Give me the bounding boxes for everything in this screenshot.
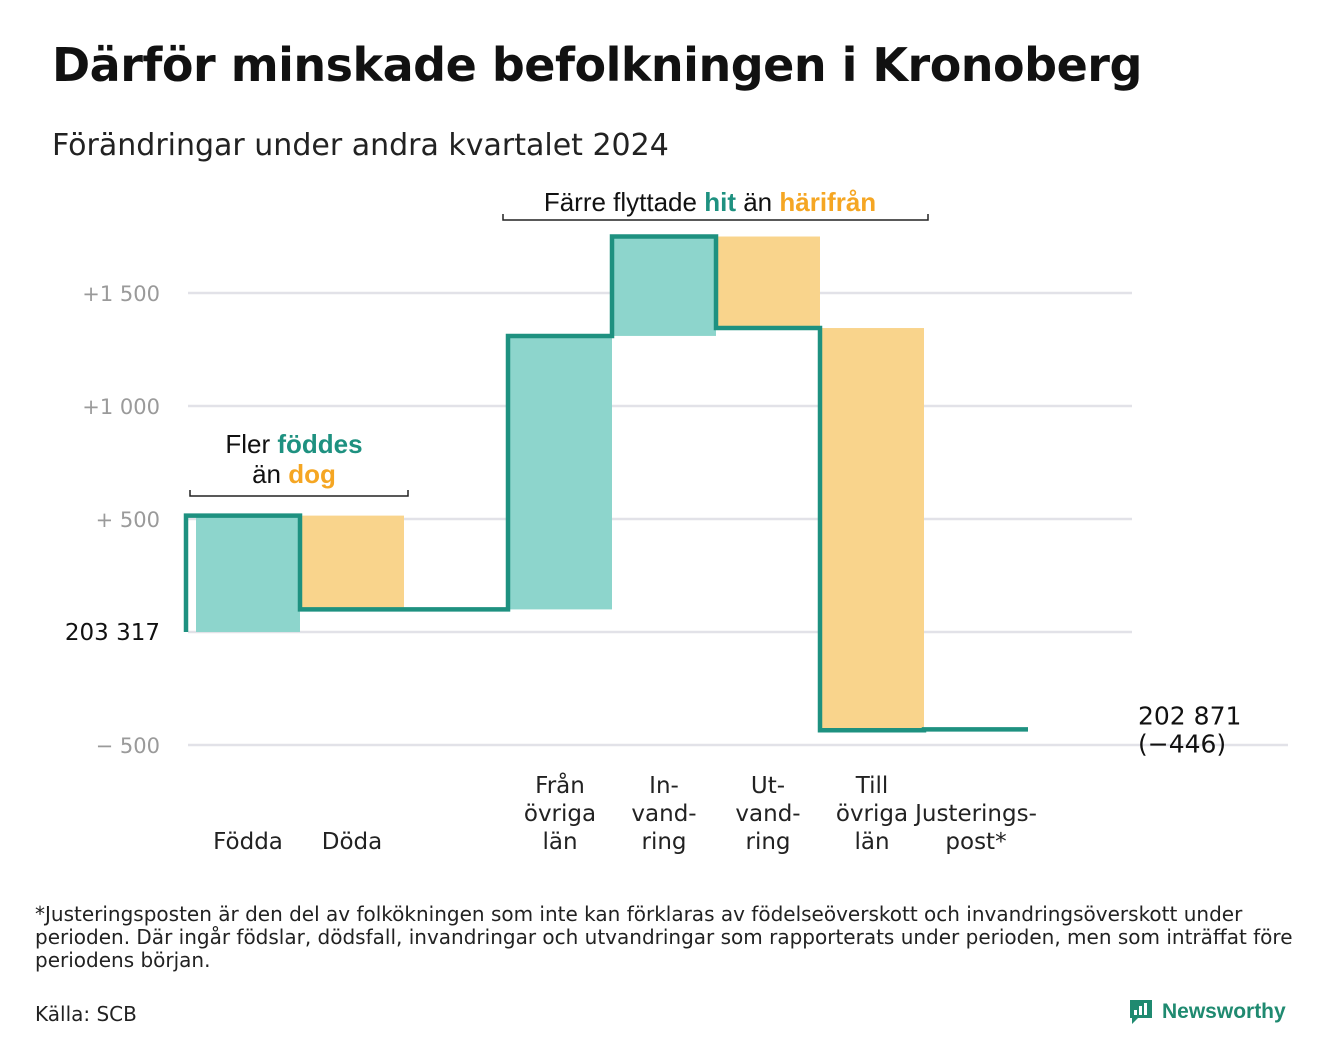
bar-out xyxy=(716,236,820,329)
bar-in xyxy=(196,515,300,632)
annotation-migration: Färre flyttade hit än härifrån xyxy=(544,187,876,217)
bar-in xyxy=(508,335,612,610)
bar-out xyxy=(300,515,404,610)
annotation-births-deaths-line1: Fler föddes xyxy=(225,429,362,459)
category-label: övriga xyxy=(836,801,908,827)
category-label: Döda xyxy=(322,829,382,855)
annotation-orange: härifrån xyxy=(779,187,876,217)
bracket-births-deaths xyxy=(189,490,409,497)
y-tick-label: +1 500 xyxy=(82,282,160,306)
end-value-label: 202 871 xyxy=(1138,701,1241,730)
category-label: Justerings- xyxy=(913,801,1037,827)
category-label: Födda xyxy=(213,829,283,855)
newsworthy-logo-icon xyxy=(1130,1000,1152,1024)
annotation-teal: hit xyxy=(704,187,736,217)
category-label: vand- xyxy=(631,801,696,827)
brand-name: Newsworthy xyxy=(1162,1000,1286,1023)
bar-in xyxy=(612,236,716,336)
category-label: övriga xyxy=(524,801,596,827)
start-value-label: 203 317 xyxy=(65,620,160,646)
bar-out xyxy=(820,328,924,731)
category-label: Till xyxy=(855,773,889,799)
waterfall-chart: +1 500 +1 000 + 500 203 317 − 500 Födda Döda Fr… xyxy=(65,187,1288,855)
category-label: vand- xyxy=(735,801,800,827)
end-change-label: (−446) xyxy=(1138,729,1226,758)
source-label: Källa: SCB xyxy=(35,1002,137,1026)
annotation-teal: föddes xyxy=(277,429,362,459)
y-tick-label: + 500 xyxy=(96,508,160,532)
annotation-plain: än xyxy=(736,187,779,217)
y-tick-label: − 500 xyxy=(96,734,160,758)
brand-logo: Newsworthy xyxy=(1128,998,1286,1026)
category-label: ring xyxy=(745,829,790,855)
category-label: län xyxy=(854,829,889,855)
chart-subtitle: Förändringar under andra kvartalet 2024 xyxy=(52,128,669,163)
y-tick-label: +1 000 xyxy=(82,395,160,419)
annotation-plain: än xyxy=(252,459,288,489)
footnote: *Justeringsposten är den del av folkökni… xyxy=(35,902,1293,972)
category-label: In- xyxy=(649,773,679,799)
category-label: Ut- xyxy=(751,773,785,799)
annotation-orange: dog xyxy=(288,459,336,489)
category-label: post* xyxy=(945,829,1006,855)
category-label: ring xyxy=(641,829,686,855)
waterfall-line xyxy=(183,234,1028,733)
chart-title: Därför minskade befolkningen i Kronoberg xyxy=(52,38,1142,92)
annotation-births-deaths-line2: än dog xyxy=(252,459,336,489)
bracket-migration xyxy=(502,214,929,221)
category-label: län xyxy=(542,829,577,855)
annotation-plain: Fler xyxy=(225,429,277,459)
category-label: Från xyxy=(535,771,585,799)
annotation-plain: Färre flyttade xyxy=(544,187,704,217)
